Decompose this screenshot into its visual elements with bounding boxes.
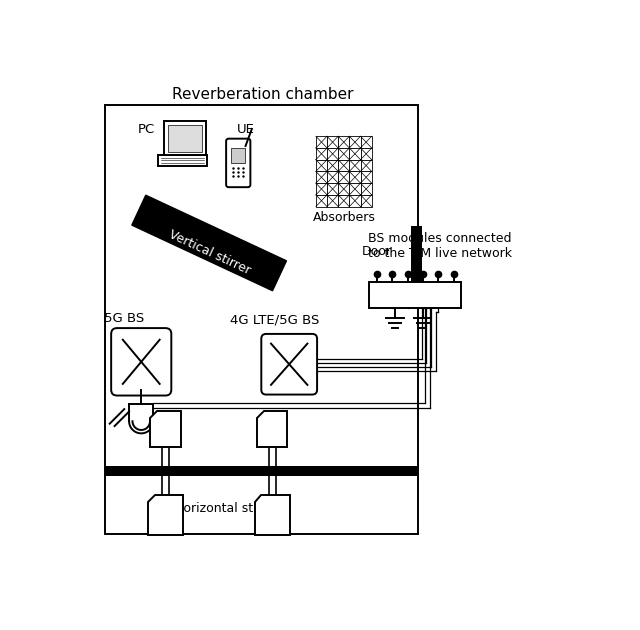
- Bar: [349, 183, 360, 195]
- Bar: [349, 136, 360, 148]
- Polygon shape: [150, 411, 180, 447]
- FancyBboxPatch shape: [158, 155, 207, 166]
- Bar: [369, 282, 461, 309]
- Bar: [338, 171, 349, 183]
- Polygon shape: [255, 495, 290, 534]
- FancyBboxPatch shape: [261, 334, 317, 394]
- Bar: [349, 159, 360, 171]
- Bar: [349, 195, 360, 207]
- Polygon shape: [148, 495, 183, 534]
- Bar: [338, 195, 349, 207]
- Bar: [327, 171, 338, 183]
- Bar: [316, 159, 327, 171]
- Bar: [164, 121, 205, 155]
- Bar: [316, 171, 327, 183]
- Polygon shape: [257, 411, 287, 447]
- Bar: [316, 136, 327, 148]
- Bar: [349, 171, 360, 183]
- Bar: [360, 171, 372, 183]
- Bar: [105, 105, 418, 534]
- Text: Door: Door: [362, 244, 392, 258]
- Text: 5G BS: 5G BS: [104, 312, 145, 326]
- Text: BS modules connected
to the TIM live network: BS modules connected to the TIM live net…: [367, 232, 511, 260]
- Bar: [327, 159, 338, 171]
- Bar: [412, 226, 422, 287]
- Bar: [232, 149, 245, 163]
- Bar: [327, 195, 338, 207]
- Bar: [360, 195, 372, 207]
- Bar: [360, 183, 372, 195]
- Text: UE: UE: [237, 123, 255, 136]
- Bar: [168, 125, 202, 152]
- Bar: [360, 159, 372, 171]
- Bar: [327, 183, 338, 195]
- Bar: [360, 148, 372, 159]
- Bar: [349, 148, 360, 159]
- FancyBboxPatch shape: [226, 139, 250, 187]
- Text: Reverberation chamber: Reverberation chamber: [172, 86, 353, 101]
- Text: Absorbers: Absorbers: [312, 212, 376, 224]
- Bar: [316, 183, 327, 195]
- Text: Horizontal stirrer: Horizontal stirrer: [173, 502, 279, 515]
- Bar: [105, 466, 418, 476]
- Bar: [316, 148, 327, 159]
- Bar: [327, 148, 338, 159]
- Text: PC: PC: [138, 123, 155, 136]
- FancyBboxPatch shape: [111, 328, 172, 396]
- Bar: [360, 136, 372, 148]
- Polygon shape: [132, 195, 287, 290]
- Bar: [338, 183, 349, 195]
- Text: 4G LTE/5G BS: 4G LTE/5G BS: [230, 314, 319, 327]
- Bar: [316, 195, 327, 207]
- Bar: [338, 136, 349, 148]
- Bar: [338, 159, 349, 171]
- Text: Vertical stirrer: Vertical stirrer: [166, 228, 252, 277]
- Bar: [327, 136, 338, 148]
- Bar: [338, 148, 349, 159]
